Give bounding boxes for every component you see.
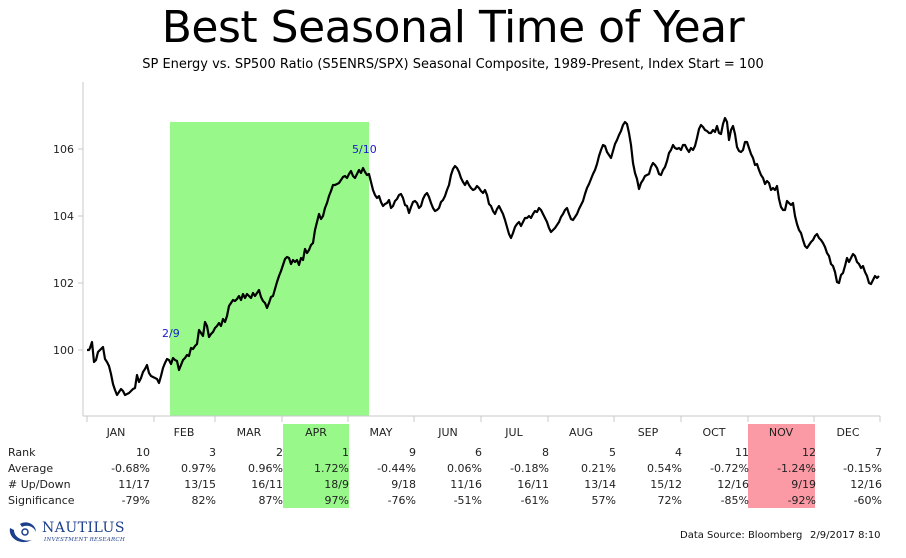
svg-text:JAN: JAN bbox=[106, 426, 126, 439]
svg-text:MAY: MAY bbox=[370, 426, 393, 439]
svg-text:NOV: NOV bbox=[769, 426, 794, 439]
seasonal-stats-table: Rank 10 3 2 1 9 6 8 5 4 11 12 7 Average … bbox=[8, 444, 882, 508]
annotation-end-date: 5/10 bbox=[352, 143, 377, 156]
chart-title: Best Seasonal Time of Year bbox=[161, 2, 745, 53]
y-tick-102: 102 bbox=[53, 277, 74, 290]
table-row-average: Average -0.68% 0.97% 0.96% 1.72% -0.44% 0.06… bbox=[8, 461, 882, 475]
best-month-highlight bbox=[283, 424, 349, 508]
table-row-significance: Significance -79% 82% 87% 97% -76% -51% -61%… bbox=[8, 493, 882, 507]
seasonal-line-chart: 106 104 102 100 2/9 5/10 JAN FEB MAR APR… bbox=[53, 82, 881, 439]
svg-text:DEC: DEC bbox=[836, 426, 859, 439]
nautilus-swirl-icon bbox=[9, 522, 36, 543]
chart-subtitle: SP Energy vs. SP500 Ratio (S5ENRS/SPX) S… bbox=[142, 57, 764, 72]
ratio-line bbox=[87, 116, 880, 397]
svg-text:APR: APR bbox=[305, 426, 327, 439]
svg-text:SEP: SEP bbox=[638, 426, 659, 439]
timestamp: 2/9/2017 8:10 bbox=[810, 530, 881, 541]
svg-text:MAR: MAR bbox=[237, 426, 262, 439]
logo-subtitle: INVESTMENT RESEARCH bbox=[44, 537, 126, 543]
svg-text:FEB: FEB bbox=[174, 426, 195, 439]
nautilus-logo: NAUTILUS INVESTMENT RESEARCH bbox=[6, 518, 126, 548]
svg-text:JUL: JUL bbox=[504, 426, 523, 439]
y-tick-100: 100 bbox=[53, 344, 74, 357]
svg-text:JUN: JUN bbox=[437, 426, 458, 439]
svg-text:AUG: AUG bbox=[569, 426, 593, 439]
table-row-rank: Rank 10 3 2 1 9 6 8 5 4 11 12 7 bbox=[8, 445, 882, 459]
seasonal-window-highlight bbox=[170, 122, 369, 416]
y-tick-104: 104 bbox=[53, 210, 74, 223]
table-row-up-down: # Up/Down 11/17 13/15 16/11 18/9 9/18 11/16 … bbox=[8, 477, 882, 491]
annotation-start-date: 2/9 bbox=[162, 327, 180, 340]
data-source: Data Source: Bloomberg bbox=[680, 530, 803, 541]
logo-name: NAUTILUS bbox=[42, 520, 125, 536]
month-separators bbox=[86, 416, 881, 422]
worst-month-highlight bbox=[748, 424, 815, 508]
svg-text:OCT: OCT bbox=[702, 426, 725, 439]
y-tick-106: 106 bbox=[53, 143, 74, 156]
month-labels: JAN FEB MAR APR MAY JUN JUL AUG SEP OCT … bbox=[106, 426, 860, 439]
